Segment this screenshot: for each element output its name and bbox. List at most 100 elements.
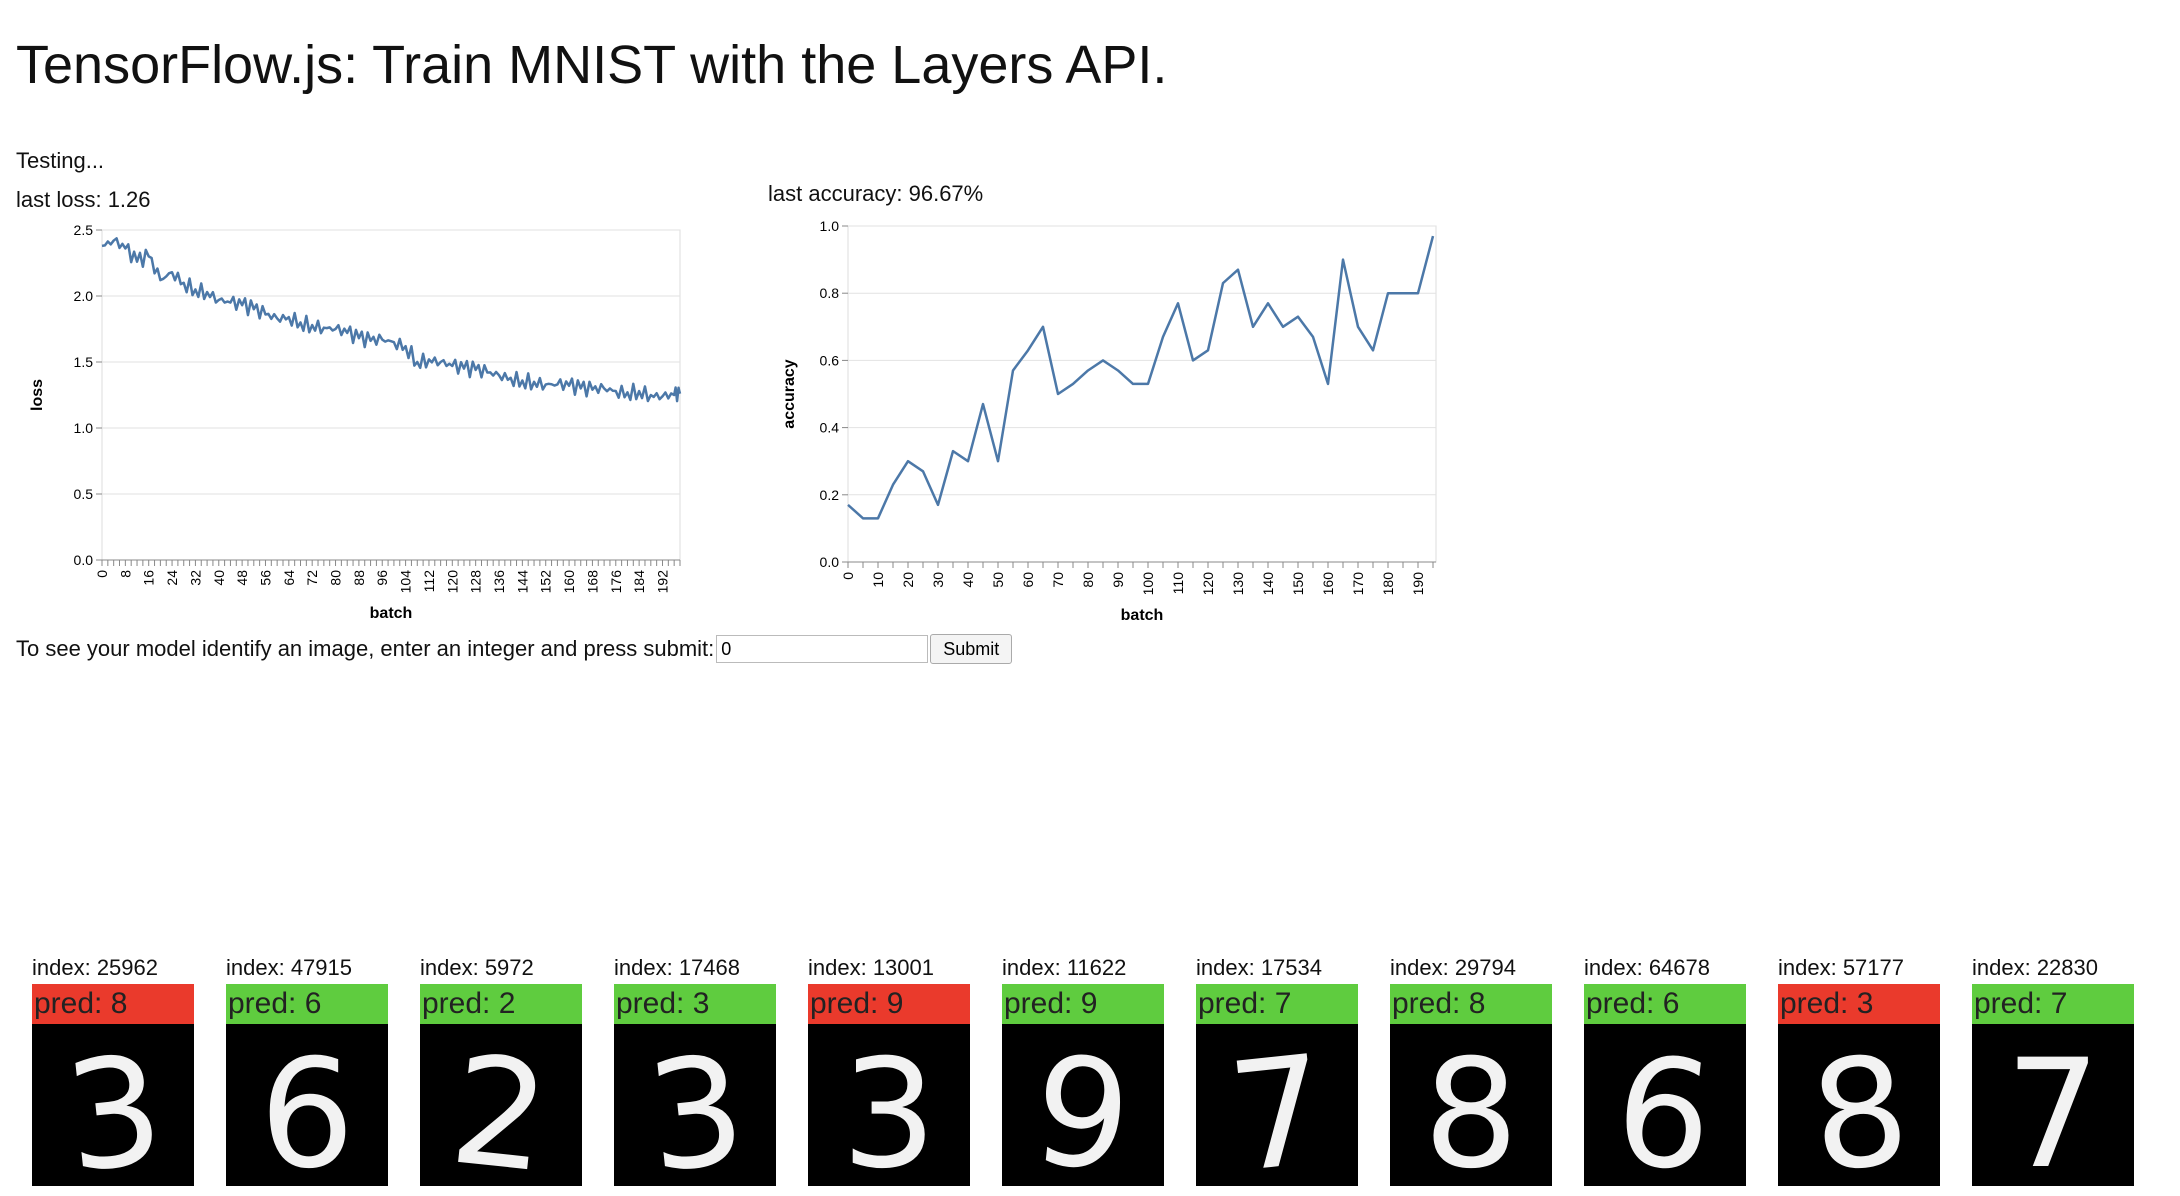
sample-prediction: pred: 2 xyxy=(420,984,582,1024)
x-tick-label: 190 xyxy=(1410,572,1426,596)
y-tick-label: 0.0 xyxy=(820,554,840,570)
digit-image: 7 xyxy=(1196,1024,1358,1186)
x-tick-label: 100 xyxy=(1140,572,1156,596)
x-tick-label: 50 xyxy=(990,572,1006,588)
x-tick-label: 32 xyxy=(187,570,203,586)
digit-glyph: 3 xyxy=(639,1024,752,1186)
x-tick-label: 110 xyxy=(1170,572,1186,595)
index-input[interactable] xyxy=(716,635,929,663)
last-accuracy-label: last accuracy: 96.67% xyxy=(768,181,984,206)
x-axis-title: batch xyxy=(370,605,413,622)
digit-glyph: 8 xyxy=(1803,1024,1916,1186)
x-tick-label: 88 xyxy=(351,570,367,586)
y-tick-label: 0.8 xyxy=(820,285,840,301)
digit-glyph: 6 xyxy=(259,1028,354,1186)
x-tick-label: 130 xyxy=(1230,572,1246,596)
y-tick-label: 0.6 xyxy=(820,352,840,368)
sample-index: index: 11622 xyxy=(1002,955,1127,980)
x-tick-label: 176 xyxy=(608,570,624,594)
sample-prediction: pred: 3 xyxy=(1778,984,1940,1024)
sample-prediction: pred: 6 xyxy=(226,984,388,1024)
sample-index: index: 29794 xyxy=(1390,955,1516,980)
sample-prediction: pred: 6 xyxy=(1584,984,1746,1024)
y-tick-label: 0.4 xyxy=(820,420,840,436)
page-title: TensorFlow.js: Train MNIST with the Laye… xyxy=(16,35,1168,95)
x-tick-label: 10 xyxy=(870,572,886,588)
x-tick-label: 96 xyxy=(374,570,390,586)
digit-image: 9 xyxy=(1002,1024,1164,1186)
x-tick-label: 40 xyxy=(960,572,976,588)
x-tick-label: 48 xyxy=(234,570,250,586)
x-tick-label: 180 xyxy=(1380,572,1396,596)
predict-prompt: To see your model identify an image, ent… xyxy=(16,636,715,661)
predict-form: To see your model identify an image, ent… xyxy=(16,634,1013,664)
accuracy-chart: 0.0 0.2 0.4 0.6 0.8 1.0 0 10 20 30 40 50 60 70 80 90 100… xyxy=(781,218,1437,624)
digit-image: 3 xyxy=(32,1024,194,1186)
sample-prediction: pred: 8 xyxy=(32,984,194,1024)
x-tick-label: 152 xyxy=(538,570,554,594)
x-tick-label: 144 xyxy=(514,570,530,594)
x-tick-label: 170 xyxy=(1350,572,1366,596)
x-tick-label: 20 xyxy=(900,572,916,588)
x-tick-label: 160 xyxy=(561,570,577,594)
x-tick-label: 64 xyxy=(281,570,297,586)
sample-index: index: 64678 xyxy=(1584,955,1710,980)
digit-image: 3 xyxy=(614,1024,776,1186)
x-tick-label: 136 xyxy=(491,570,507,594)
x-tick-label: 72 xyxy=(304,570,320,586)
x-tick-label: 184 xyxy=(631,570,647,594)
digit-image: 8 xyxy=(1390,1024,1552,1186)
x-axis-title: batch xyxy=(1121,607,1164,624)
sample-prediction: pred: 8 xyxy=(1390,984,1552,1024)
status-text: Testing... xyxy=(16,148,105,173)
x-tick-label: 60 xyxy=(1020,572,1036,588)
sample-prediction: pred: 7 xyxy=(1196,984,1358,1024)
x-tick-label: 30 xyxy=(930,572,946,588)
sample-index: index: 5972 xyxy=(420,955,534,980)
y-tick-label: 2.5 xyxy=(74,222,94,238)
x-tick-label: 16 xyxy=(141,570,157,586)
digit-image: 3 xyxy=(808,1024,970,1186)
y-tick-label: 1.0 xyxy=(820,218,840,234)
digit-glyph: 6 xyxy=(1607,1024,1720,1186)
submit-button[interactable]: Submit xyxy=(930,634,1013,664)
sample-index: index: 57177 xyxy=(1778,955,1904,980)
x-tick-label: 150 xyxy=(1290,572,1306,596)
sample-prediction: pred: 7 xyxy=(1972,984,2134,1024)
sample-prediction: pred: 9 xyxy=(808,984,970,1024)
sample-index: index: 13001 xyxy=(808,955,934,980)
digit-image: 7 xyxy=(1972,1024,2134,1186)
x-tick-label: 104 xyxy=(398,570,414,594)
x-tick-label: 24 xyxy=(164,570,180,586)
series-line xyxy=(101,237,682,403)
x-tick-label: 120 xyxy=(444,570,460,594)
x-tick-label: 160 xyxy=(1320,572,1336,596)
digit-glyph: 3 xyxy=(841,1028,936,1186)
digit-image: 8 xyxy=(1778,1024,1940,1186)
sample-index: index: 22830 xyxy=(1972,955,2098,980)
digit-image: 2 xyxy=(420,1024,582,1186)
digit-image: 6 xyxy=(226,1024,388,1186)
sample-prediction: pred: 9 xyxy=(1002,984,1164,1024)
x-tick-label: 40 xyxy=(211,570,227,586)
sample-index: index: 47915 xyxy=(226,955,352,980)
x-tick-label: 0 xyxy=(840,572,856,580)
x-tick-label: 112 xyxy=(421,570,437,593)
y-tick-label: 0.5 xyxy=(74,486,94,502)
x-tick-label: 80 xyxy=(328,570,344,586)
x-tick-label: 90 xyxy=(1110,572,1126,588)
x-tick-label: 0 xyxy=(94,570,110,578)
digit-glyph: 7 xyxy=(1221,1024,1334,1186)
digit-glyph: 8 xyxy=(1423,1028,1518,1186)
sample-index: index: 17468 xyxy=(614,955,740,980)
sample-index: index: 25962 xyxy=(32,955,158,980)
